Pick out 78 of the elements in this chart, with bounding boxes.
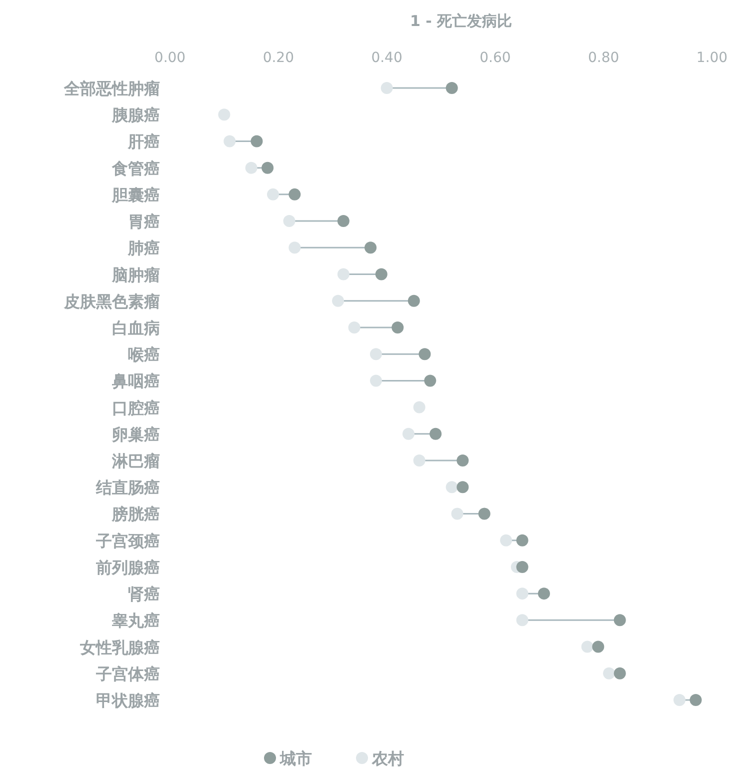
point xyxy=(673,694,686,706)
legend-label: 城市 xyxy=(279,749,312,768)
point xyxy=(224,135,236,148)
y-tick-label: 卵巢癌 xyxy=(111,424,160,444)
y-tick-label: 结直肠癌 xyxy=(95,478,160,498)
y-tick-label: 皮肤黑色素瘤 xyxy=(63,292,160,311)
point xyxy=(370,374,382,387)
point xyxy=(478,508,490,520)
point xyxy=(690,694,702,706)
point xyxy=(456,481,469,494)
point xyxy=(614,667,626,680)
point xyxy=(348,321,360,334)
y-tick-label: 胃癌 xyxy=(128,212,160,232)
y-tick-label: 淋巴瘤 xyxy=(111,452,160,471)
point xyxy=(332,294,344,307)
point xyxy=(592,640,604,653)
point xyxy=(364,242,377,254)
point xyxy=(337,215,350,228)
y-tick-label: 子宫体癌 xyxy=(95,664,160,684)
x-tick-label: 0.00 xyxy=(154,50,186,66)
point xyxy=(516,614,528,626)
point xyxy=(250,135,263,148)
y-tick-label: 胰腺癌 xyxy=(111,106,160,125)
y-tick-label: 肾癌 xyxy=(128,584,160,604)
point xyxy=(370,348,382,360)
point xyxy=(266,188,279,200)
y-tick-label: 前列腺癌 xyxy=(95,558,160,577)
y-tick-label: 鼻咽癌 xyxy=(111,372,160,391)
x-tick-label: 1.00 xyxy=(696,50,728,66)
y-tick-label: 女性乳腺癌 xyxy=(79,638,160,657)
point xyxy=(603,667,616,680)
point xyxy=(375,268,388,280)
point xyxy=(380,82,393,94)
point xyxy=(408,294,420,307)
x-tick-label: 0.40 xyxy=(371,50,402,66)
point xyxy=(262,162,274,174)
y-tick-label: 脑肿瘤 xyxy=(111,265,160,284)
point xyxy=(456,454,469,467)
y-tick-label: 全部恶性肿瘤 xyxy=(63,79,160,98)
y-tick-label: 子宫颈癌 xyxy=(95,531,160,550)
point xyxy=(614,614,626,626)
point xyxy=(402,428,414,440)
point xyxy=(516,534,528,546)
point xyxy=(446,82,458,94)
point xyxy=(288,188,301,200)
y-tick-label: 肝癌 xyxy=(127,132,160,152)
point xyxy=(218,108,230,121)
point xyxy=(424,374,436,387)
point xyxy=(516,560,528,573)
y-tick-label: 膀胱癌 xyxy=(111,504,160,524)
point xyxy=(538,588,550,600)
point xyxy=(418,348,431,360)
point xyxy=(516,588,528,600)
point xyxy=(413,454,426,467)
x-tick-label: 0.60 xyxy=(480,50,511,66)
x-tick-label: 0.20 xyxy=(262,50,294,66)
point xyxy=(413,401,426,414)
legend-label: 农村 xyxy=(371,749,404,768)
y-tick-label: 睾丸癌 xyxy=(111,611,160,630)
point xyxy=(500,534,512,546)
point xyxy=(446,481,458,494)
y-tick-label: 胆囊癌 xyxy=(111,185,160,204)
point xyxy=(337,268,350,280)
point xyxy=(392,321,404,334)
point xyxy=(245,162,258,174)
y-tick-label: 口腔癌 xyxy=(112,398,160,418)
x-axis-title: 1 - 死亡发病比 xyxy=(410,12,512,30)
y-tick-label: 喉癌 xyxy=(128,345,160,364)
y-tick-label: 肺癌 xyxy=(127,238,160,258)
y-tick-label: 白血病 xyxy=(112,318,160,338)
x-tick-label: 0.80 xyxy=(588,50,620,66)
point xyxy=(451,508,464,520)
point xyxy=(288,242,301,254)
y-tick-label: 甲状腺癌 xyxy=(96,691,160,710)
point xyxy=(283,215,296,228)
y-tick-label: 食管癌 xyxy=(111,158,160,178)
point xyxy=(581,640,594,653)
point xyxy=(430,428,442,440)
